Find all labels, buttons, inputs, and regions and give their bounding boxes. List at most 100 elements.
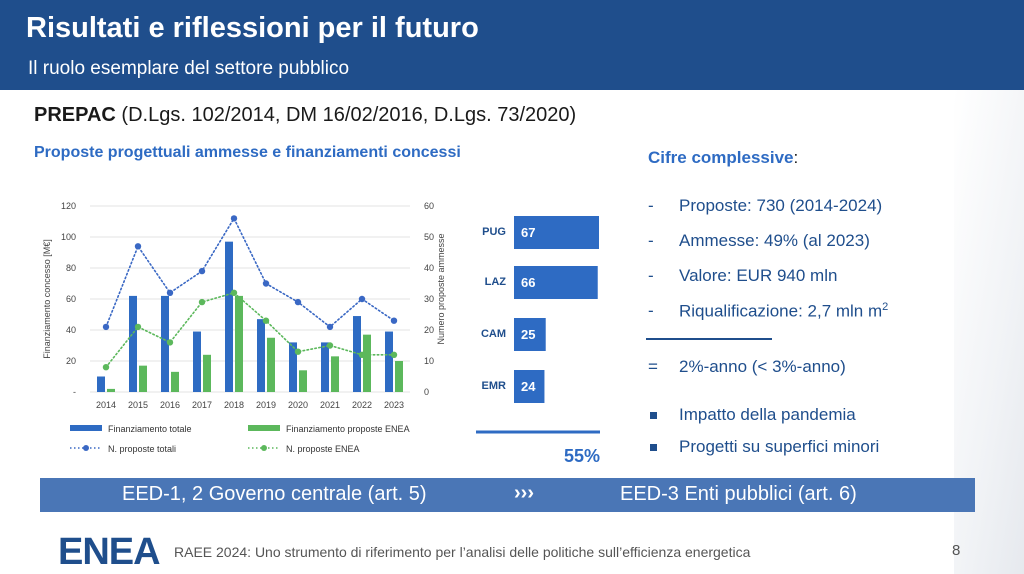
region-value: 25 <box>521 327 535 342</box>
y2-tick-label: 10 <box>424 356 434 366</box>
figures-title-text: Cifre complessive <box>648 148 794 167</box>
point-proposte-enea <box>134 323 142 331</box>
bar-finanziamento-totale <box>257 319 265 392</box>
point-proposte-totali <box>358 295 366 303</box>
point-proposte-enea <box>262 317 270 324</box>
y2-tick-label: 20 <box>424 325 434 335</box>
bar-finanziamento-totale <box>321 342 329 392</box>
dash-marker: - <box>648 196 654 215</box>
figure-text: Valore: EUR 940 mln <box>679 266 838 285</box>
point-proposte-enea <box>294 348 302 355</box>
bar-finanziamento-enea <box>363 334 371 392</box>
y2-tick-label: 30 <box>424 294 434 304</box>
bar-finanziamento-enea <box>107 388 115 392</box>
figures-title-colon: : <box>793 148 799 167</box>
bullet-square-icon <box>650 412 657 419</box>
point-proposte-totali <box>166 289 174 296</box>
region-value: 66 <box>521 275 535 290</box>
bar-finanziamento-enea <box>331 356 339 392</box>
prepac-references: (D.Lgs. 102/2014, DM 16/02/2016, D.Lgs. … <box>115 104 577 126</box>
chart-axes: - 20 40 60 80 100 120 0 10 20 30 40 50 60 Finanziament… <box>42 201 446 410</box>
slide-header: Risultati e riflessioni per il futuro Il… <box>0 0 1024 90</box>
line-proposte-enea <box>105 291 395 368</box>
figure-text-main: Riqualificazione: 2,7 mln m <box>679 301 883 321</box>
figure-text: Ammesse: 49% (al 2023) <box>679 231 870 250</box>
region-value: 24 <box>521 379 536 394</box>
banner-right: EED-3 Enti pubblici (art. 6) <box>620 483 857 505</box>
x-tick-label: 2023 <box>384 400 404 410</box>
figures-title: Cifre complessive: <box>648 148 798 168</box>
bar-finanziamento-totale <box>289 342 297 392</box>
point-proposte-enea <box>198 298 206 306</box>
x-tick-label: 2015 <box>128 400 148 410</box>
y2-tick-label: 60 <box>424 201 434 211</box>
bar-finanziamento-totale <box>385 331 393 392</box>
legend-swatch <box>248 425 280 431</box>
bar-finanziamento-enea <box>171 371 179 392</box>
dash-marker: - <box>648 231 654 250</box>
equals-text: 2%-anno (< 3%-anno) <box>679 357 846 376</box>
y-axis-label: Finanziamento concesso [M€] <box>42 239 52 359</box>
bar-finanziamento-enea <box>395 361 403 392</box>
prepac-heading: PREPAC (D.Lgs. 102/2014, DM 16/02/2016, … <box>34 104 576 127</box>
eed-banner: EED-1, 2 Governo centrale (art. 5) ››› E… <box>40 478 975 512</box>
point-proposte-enea <box>358 351 366 358</box>
region-label: CAM <box>481 328 506 340</box>
point-proposte-totali <box>326 323 334 331</box>
y-tick-label: - <box>73 387 76 397</box>
region-label: EMR <box>482 380 507 392</box>
logo-text: ENEA <box>58 531 160 569</box>
point-proposte-totali <box>262 280 270 287</box>
figure-text-superscript: 2 <box>882 301 889 313</box>
y-tick-label: 40 <box>66 325 76 335</box>
point-proposte-enea <box>166 339 174 346</box>
y-tick-label: 120 <box>61 201 76 211</box>
x-tick-label: 2021 <box>320 400 340 410</box>
combo-chart: - 20 40 60 80 100 120 0 10 20 30 40 50 60 Finanziament… <box>42 201 446 454</box>
y2-axis-label: Numero proposte ammesse <box>436 233 446 344</box>
chart-lines <box>102 215 398 371</box>
x-tick-label: 2016 <box>160 400 180 410</box>
dash-marker: - <box>648 301 654 320</box>
bullet-square-icon <box>650 444 657 451</box>
point-proposte-enea <box>390 351 398 358</box>
separator-rule <box>646 338 772 340</box>
point-proposte-totali <box>102 323 110 331</box>
prepac-bold: PREPAC <box>34 104 116 126</box>
legend-marker <box>83 445 89 451</box>
bar-finanziamento-enea <box>299 370 307 392</box>
region-bar <box>514 266 598 299</box>
bar-finanziamento-enea <box>235 295 243 392</box>
enea-logo: ENEA <box>58 531 161 569</box>
y2-tick-label: 40 <box>424 263 434 273</box>
region-bar-chart: PUG 67 LAZ 66 CAM 25 EMR 24 55% <box>476 216 600 466</box>
chart-title: Proposte progettuali ammesse e finanziam… <box>34 144 461 161</box>
region-label: PUG <box>482 226 506 238</box>
slide-title: Risultati e riflessioni per il futuro <box>26 12 479 44</box>
footer-text: RAEE 2024: Uno strumento di riferimento … <box>174 544 751 560</box>
banner-arrows-icon: ››› <box>514 482 534 504</box>
bar-finanziamento-totale <box>193 331 201 392</box>
point-proposte-totali <box>198 267 206 275</box>
point-proposte-enea <box>326 342 334 349</box>
y-tick-label: 100 <box>61 232 76 242</box>
page-number: 8 <box>952 542 961 559</box>
chart-bars <box>97 241 403 392</box>
bar-finanziamento-enea <box>267 337 275 392</box>
y2-tick-label: 0 <box>424 387 429 397</box>
x-tick-label: 2014 <box>96 400 116 410</box>
region-total-label: 55% <box>564 446 600 466</box>
x-tick-label: 2020 <box>288 400 308 410</box>
bar-finanziamento-totale <box>129 295 137 392</box>
y-tick-label: 80 <box>66 263 76 273</box>
point-proposte-enea <box>102 364 110 371</box>
legend-marker <box>261 445 267 451</box>
point-proposte-totali <box>230 215 238 222</box>
x-tick-label: 2019 <box>256 400 276 410</box>
bar-finanziamento-totale <box>225 241 233 392</box>
bar-finanziamento-totale <box>97 376 105 392</box>
legend-label: Finanziamento proposte ENEA <box>286 424 410 434</box>
legend-swatch <box>70 425 102 431</box>
banner-left: EED-1, 2 Governo centrale (art. 5) <box>122 483 427 505</box>
legend-label: N. proposte ENEA <box>286 444 360 454</box>
